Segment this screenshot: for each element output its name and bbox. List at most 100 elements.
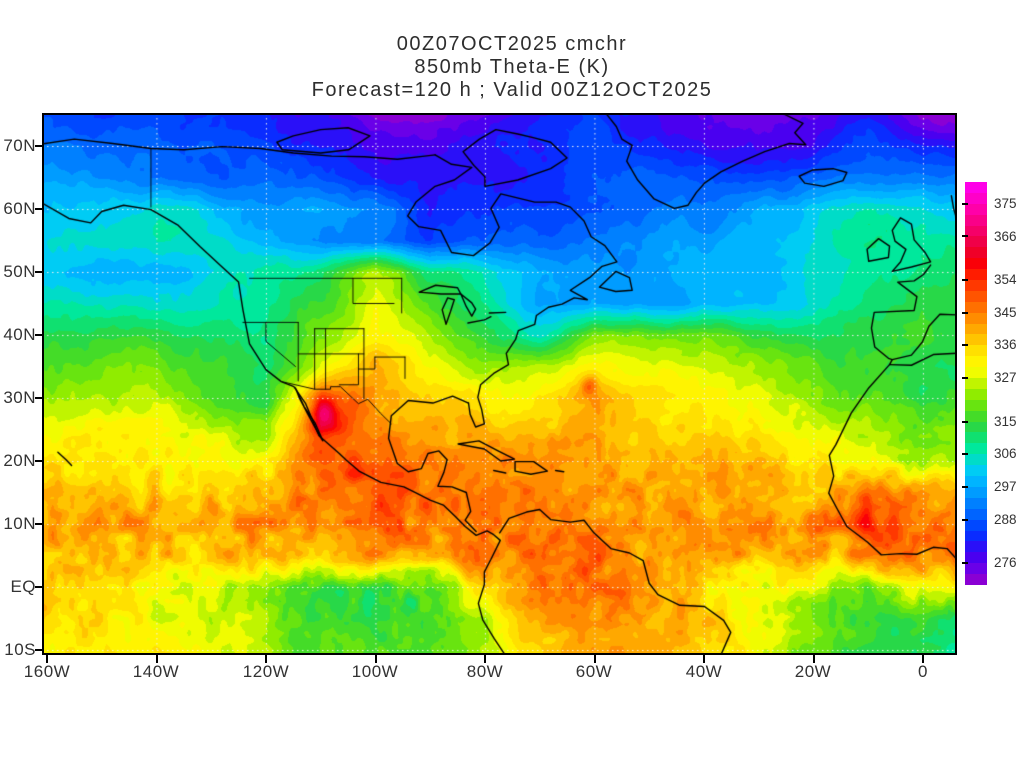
x-axis-tick-label: 120W bbox=[242, 662, 290, 681]
colorbar-segment bbox=[965, 203, 987, 215]
colorbar-segment bbox=[965, 247, 987, 259]
colorbar-segment bbox=[965, 519, 987, 531]
x-axis-tick-label: 160W bbox=[23, 662, 71, 681]
title-run-label: 00Z07OCT2025 cmchr bbox=[396, 33, 628, 55]
colorbar-tick bbox=[962, 421, 968, 423]
colorbar-segment bbox=[965, 356, 987, 368]
colorbar-segment bbox=[965, 345, 987, 357]
colorbar-segment bbox=[965, 399, 987, 411]
colorbar-tick-label: 375 bbox=[994, 196, 1017, 211]
colorbar-tick bbox=[962, 486, 968, 488]
colorbar-tick-label: 366 bbox=[994, 229, 1017, 244]
y-axis-tick bbox=[35, 460, 42, 462]
colorbar-segment bbox=[965, 290, 987, 302]
colorbar-segment bbox=[965, 323, 987, 335]
colorbar-tick-label: 297 bbox=[994, 479, 1017, 494]
y-axis-tick-label: 50N bbox=[3, 262, 36, 281]
title-valid-label: Forecast=120 h ; Valid 00Z12OCT2025 bbox=[311, 79, 713, 101]
colorbar-segment bbox=[965, 508, 987, 520]
x-axis-tick bbox=[374, 655, 377, 663]
colorbar-segment bbox=[965, 301, 987, 313]
y-axis-tick bbox=[35, 334, 42, 336]
x-axis-tick bbox=[46, 655, 48, 663]
x-axis-tick-label: 20W bbox=[794, 662, 832, 681]
colorbar-tick bbox=[962, 377, 968, 379]
x-axis-tick bbox=[265, 655, 267, 663]
colorbar-segment bbox=[965, 280, 987, 291]
y-axis-tick bbox=[35, 649, 42, 651]
y-axis-tick-label: 10N bbox=[3, 514, 36, 533]
colorbar-tick-label: 315 bbox=[994, 414, 1017, 429]
colorbar-segment bbox=[965, 258, 987, 270]
x-axis-tick-label: 80W bbox=[466, 662, 504, 681]
x-axis-tick-label: 140W bbox=[132, 662, 180, 681]
colorbar bbox=[965, 182, 987, 585]
colorbar-tick bbox=[962, 562, 968, 564]
colorbar-segment bbox=[965, 410, 987, 422]
colorbar-segment bbox=[965, 552, 987, 564]
colorbar-tick-label: 345 bbox=[994, 305, 1017, 320]
colorbar-segment bbox=[965, 236, 987, 248]
x-axis-tick-label: 60W bbox=[575, 662, 613, 681]
colorbar-segment bbox=[965, 563, 987, 575]
x-axis-tick bbox=[703, 655, 705, 663]
colorbar-segment bbox=[965, 421, 987, 433]
x-axis-tick-label: 40W bbox=[685, 662, 723, 681]
x-axis-tick bbox=[812, 655, 815, 663]
colorbar-segment bbox=[965, 334, 987, 346]
colorbar-segment bbox=[965, 432, 987, 444]
colorbar-tick bbox=[962, 312, 968, 314]
colorbar-segment bbox=[965, 497, 987, 509]
colorbar-segment bbox=[965, 465, 987, 477]
colorbar-segment bbox=[965, 530, 987, 542]
theta-e-map bbox=[42, 113, 957, 655]
colorbar-segment bbox=[965, 192, 987, 204]
colorbar-tick-label: 306 bbox=[994, 446, 1017, 461]
y-axis-tick-label: EQ bbox=[10, 577, 36, 596]
y-axis-tick bbox=[35, 271, 42, 273]
x-axis-tick bbox=[155, 655, 158, 663]
colorbar-segment bbox=[965, 182, 987, 193]
y-axis-tick-label: 40N bbox=[3, 325, 36, 344]
x-axis-tick bbox=[484, 655, 486, 663]
colorbar-segment bbox=[965, 541, 987, 553]
colorbar-tick bbox=[962, 235, 968, 237]
colorbar-segment bbox=[965, 454, 987, 466]
y-axis-tick bbox=[35, 586, 42, 588]
colorbar-tick bbox=[962, 203, 968, 205]
x-axis-tick bbox=[922, 655, 924, 663]
y-axis-tick-label: 20N bbox=[3, 451, 36, 470]
colorbar-segment bbox=[965, 312, 987, 324]
title-variable-label: 850mb Theta-E (K) bbox=[414, 56, 610, 78]
y-axis-tick bbox=[35, 523, 42, 525]
x-axis-tick-label: 0 bbox=[918, 662, 928, 681]
colorbar-segment bbox=[965, 443, 987, 455]
colorbar-tick-label: 336 bbox=[994, 337, 1017, 352]
colorbar-segment bbox=[965, 388, 987, 400]
colorbar-segment bbox=[965, 214, 987, 226]
colorbar-segment bbox=[965, 269, 987, 281]
colorbar-segment bbox=[965, 476, 987, 487]
colorbar-segment bbox=[965, 574, 987, 585]
colorbar-tick-label: 276 bbox=[994, 555, 1017, 570]
x-axis-tick bbox=[593, 655, 596, 663]
colorbar-segment bbox=[965, 486, 987, 498]
colorbar-tick bbox=[962, 279, 968, 281]
y-axis-tick-label: 60N bbox=[3, 199, 36, 218]
colorbar-tick-label: 354 bbox=[994, 272, 1017, 287]
y-axis-tick-label: 70N bbox=[3, 136, 36, 155]
colorbar-tick bbox=[962, 344, 968, 346]
y-axis-tick bbox=[35, 397, 42, 399]
x-axis-tick-label: 100W bbox=[351, 662, 399, 681]
colorbar-segment bbox=[965, 225, 987, 237]
y-axis-tick-label: 30N bbox=[3, 388, 36, 407]
colorbar-tick-label: 288 bbox=[994, 512, 1017, 527]
y-axis-tick bbox=[35, 145, 42, 147]
y-axis-tick-label: 10S bbox=[4, 640, 36, 659]
colorbar-segment bbox=[965, 367, 987, 379]
colorbar-tick bbox=[962, 453, 968, 455]
colorbar-tick-label: 327 bbox=[994, 370, 1017, 385]
colorbar-segment bbox=[965, 378, 987, 389]
y-axis-tick bbox=[35, 208, 42, 210]
